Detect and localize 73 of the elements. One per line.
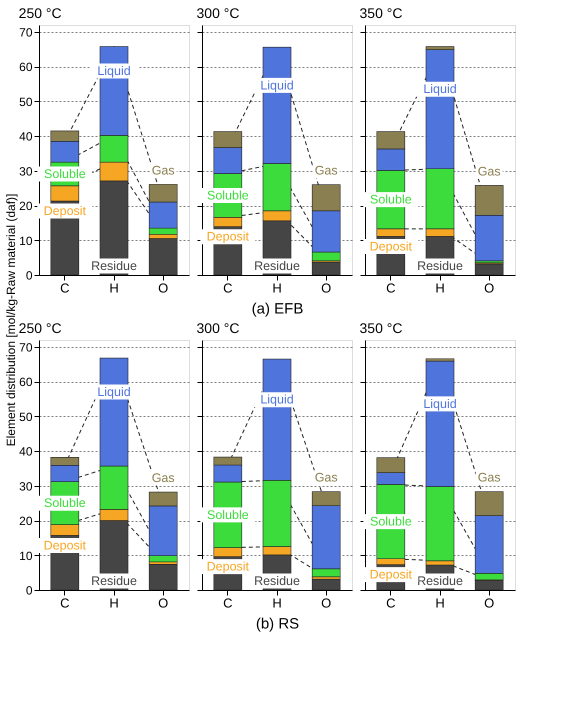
series-label: Deposit [44,538,87,552]
series-label: Residue [91,259,137,273]
y-axis-title: Element distribution [mol/kg-Raw material (daf)] [4,194,18,446]
x-tick-label: C [60,596,70,610]
chart-title: 300 °C [196,320,240,336]
y-tick-label: 60 [19,375,33,390]
x-tick-label: O [484,596,494,610]
x-tick-label: H [435,280,445,296]
x-tick-label: O [158,596,168,610]
x-tick-label: O [484,280,494,296]
y-tick-label: 40 [19,130,33,144]
series-label: Residue [91,574,137,588]
y-tick-label: 0 [26,584,33,598]
series-label: Residue [417,259,463,273]
series-label: Liquid [260,78,294,92]
series-label: Liquid [97,64,131,78]
series-label: Gas [314,470,338,485]
series-label: Liquid [97,385,131,400]
y-tick-label: 70 [19,25,33,40]
y-tick-label: 60 [19,60,33,74]
y-tick-label: 50 [19,94,33,109]
series-label: Deposit [206,560,250,574]
y-tick-label: 0 [26,268,33,282]
x-tick-label: H [272,596,282,610]
series-label: Deposit [44,204,87,218]
series-label: Liquid [260,392,294,407]
series-label: Deposit [206,230,250,244]
series-label: Soluble [370,514,412,529]
x-tick-label: C [223,596,233,610]
series-label: Residue [254,574,300,588]
x-tick-label: C [386,280,396,296]
series-label: Liquid [423,396,457,411]
x-tick-label: C [60,280,70,296]
chart-title: 250 °C [18,5,62,21]
y-tick-label: 30 [19,164,33,178]
x-axis-title: (a) EFB [252,300,304,318]
y-tick-label: 20 [19,199,33,214]
series-label: Gas [314,164,338,178]
series-label: Deposit [370,568,413,582]
y-tick-label: 40 [19,444,33,459]
x-tick-label: H [435,596,445,610]
y-tick-label: 50 [19,410,33,424]
y-tick-label: 20 [19,514,33,528]
x-tick-label: O [158,280,168,296]
series-label: Residue [417,574,463,588]
series-label: Soluble [44,496,86,510]
series-label: Soluble [370,192,412,207]
x-tick-label: O [321,596,332,610]
series-label: Deposit [370,239,413,254]
series-label: Gas [152,163,175,178]
series-label: Soluble [206,188,249,202]
series-label: Gas [478,164,501,178]
x-tick-label: C [223,280,233,296]
series-label: Soluble [206,508,249,522]
x-tick-label: O [321,280,332,296]
chart-title: 350 °C [360,320,402,336]
x-axis-title: (b) RS [256,616,300,632]
y-tick-label: 30 [19,479,33,494]
chart-title: 250 °C [18,320,62,336]
y-tick-label: 10 [19,234,33,248]
series-label: Gas [478,470,501,485]
series-label: Residue [254,259,300,273]
chart-title: 300 °C [196,5,240,21]
x-tick-label: H [272,280,282,296]
y-tick-label: 10 [19,548,33,563]
x-tick-label: H [109,596,119,610]
y-tick-label: 70 [19,340,33,354]
x-tick-label: H [109,280,119,296]
series-label: Soluble [44,166,86,181]
series-label: Gas [152,471,175,486]
x-tick-label: C [386,596,396,610]
series-label: Liquid [423,82,457,96]
chart-title: 350 °C [360,5,402,21]
